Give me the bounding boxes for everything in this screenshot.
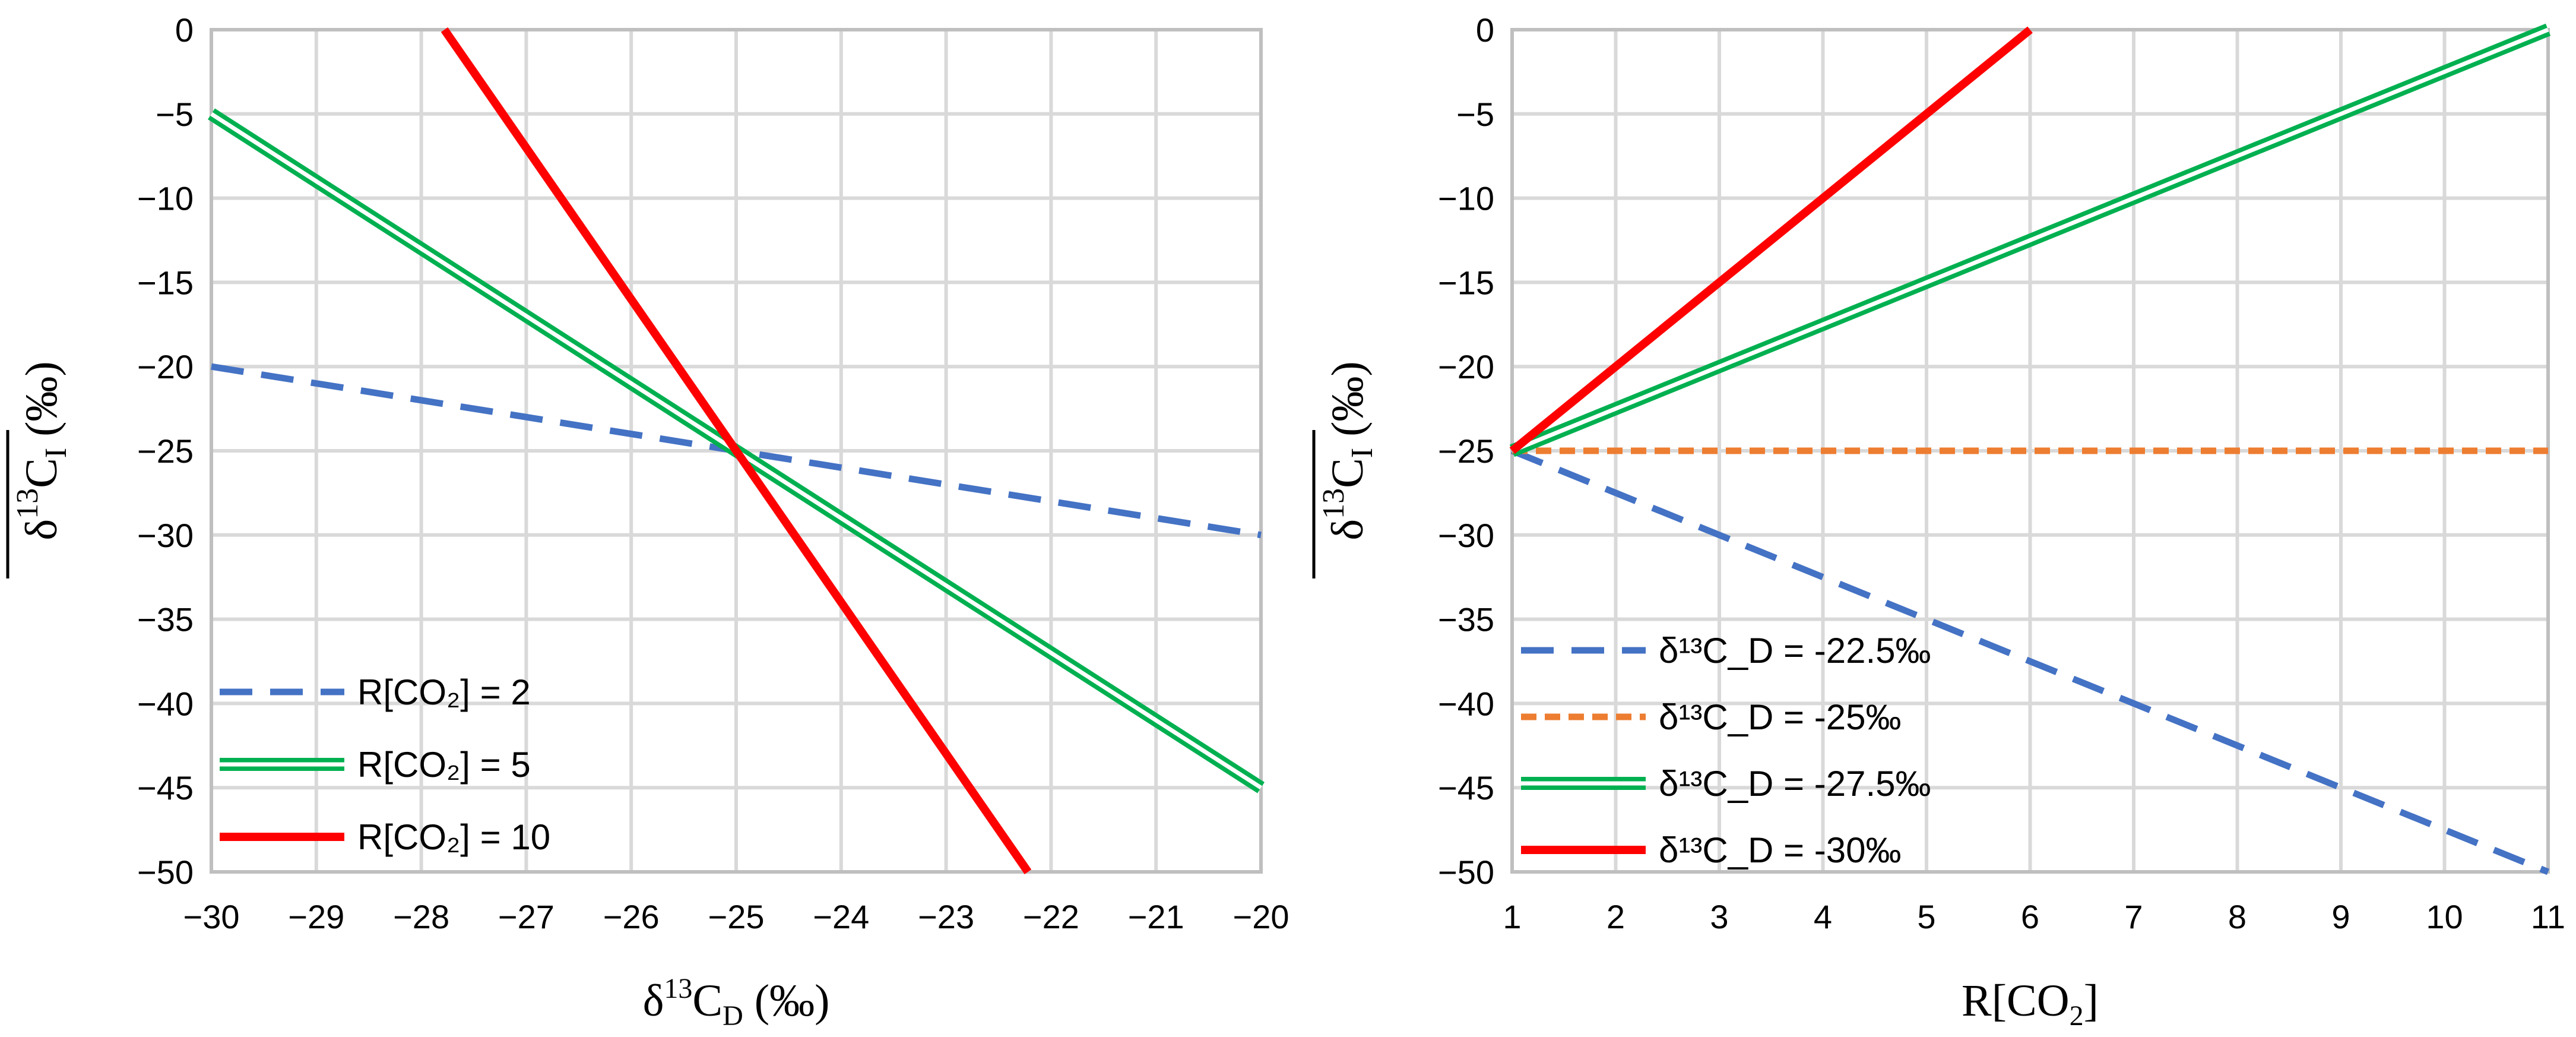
y-tick-label: −20 xyxy=(1438,348,1494,385)
y-tick-label: 0 xyxy=(1476,11,1494,49)
y-tick-label: −15 xyxy=(1438,264,1494,301)
x-tick-label: −20 xyxy=(1233,898,1289,935)
x-axis-title: R[CO2] xyxy=(1962,976,2099,1032)
x-tick-label: 11 xyxy=(2531,898,2565,935)
y-tick-label: 0 xyxy=(175,11,194,49)
series-line xyxy=(1510,447,2550,875)
y-tick-label: −50 xyxy=(137,853,194,891)
x-tick-label: 6 xyxy=(2021,898,2039,935)
legend-label: R[CO₂] = 2 xyxy=(357,672,531,712)
x-tick-label: 4 xyxy=(1814,898,1832,935)
y-tick-label: −5 xyxy=(1456,96,1494,133)
chart-panel-1: −30 −29 −28 −27 −26 −25 −24 −23 −22 −21 −20 0 −5 −10 −… xyxy=(6,11,1289,1032)
series-line-inner xyxy=(1511,27,2549,453)
legend-label: δ¹³C_D = -25‰ xyxy=(1659,697,1902,737)
x-tick-label: −28 xyxy=(393,898,449,935)
x-tick-label: −30 xyxy=(183,898,240,935)
series-line xyxy=(1509,26,2033,454)
x-tick-label: 3 xyxy=(1710,898,1728,935)
x-tick-label: −25 xyxy=(708,898,765,935)
y-axis-title-text: δ13CI (‰) xyxy=(11,361,73,540)
x-tick-label: 8 xyxy=(2228,898,2247,935)
y-tick-label: −20 xyxy=(137,348,194,385)
x-tick-label: 5 xyxy=(1917,898,1935,935)
y-tick-label: −10 xyxy=(1438,180,1494,217)
legend: δ¹³C_D = -22.5‰ δ¹³C_D = -25‰ δ¹³C_D = -27… xyxy=(1521,631,1931,870)
x-tick-label: −29 xyxy=(288,898,344,935)
x-tick-label: −21 xyxy=(1128,898,1184,935)
legend: R[CO₂] = 2 R[CO₂] = 5 R[CO₂] = 10 xyxy=(220,672,550,857)
y-axis-title-text: δ13CI (‰) xyxy=(1317,361,1379,540)
y-tick-label: −15 xyxy=(137,264,194,301)
y-tick-label: −5 xyxy=(156,96,194,133)
series-line xyxy=(441,27,1032,874)
y-axis-title: δ13CI (‰) xyxy=(6,361,73,578)
legend-label: R[CO₂] = 10 xyxy=(357,817,550,857)
y-tick-label: −25 xyxy=(1438,432,1494,470)
x-tick-label: −23 xyxy=(918,898,974,935)
y-tick-label: −40 xyxy=(1438,685,1494,722)
y-tick-label: −45 xyxy=(137,769,194,807)
legend-label: R[CO₂] = 5 xyxy=(357,745,531,785)
x-tick-label: −22 xyxy=(1023,898,1079,935)
x-tick-label: 2 xyxy=(1607,898,1625,935)
x-tick-label: −26 xyxy=(603,898,660,935)
plot-frame xyxy=(210,28,1263,874)
y-tick-label: −50 xyxy=(1438,853,1494,891)
x-tick-label: −24 xyxy=(813,898,869,935)
chart-panel-2: 1 2 3 4 5 6 7 8 9 10 11 0 −5 −10 −15 −20 −25 −30 −35 −40 −45… xyxy=(1312,11,2565,1032)
y-tick-label: −35 xyxy=(1438,601,1494,638)
y-tick-label: −40 xyxy=(137,685,194,722)
y-axis-title: δ13CI (‰) xyxy=(1312,361,1379,578)
x-tick-label: 1 xyxy=(1503,898,1521,935)
x-tick-label: 10 xyxy=(2426,898,2463,935)
y-tick-label: −30 xyxy=(1438,517,1494,554)
legend-label: δ¹³C_D = -27.5‰ xyxy=(1659,764,1931,804)
x-axis-title: δ13CD (‰) xyxy=(643,973,830,1032)
y-tick-label: −35 xyxy=(137,601,194,638)
y-tick-label: −45 xyxy=(1438,769,1494,807)
x-tick-label: 9 xyxy=(2331,898,2350,935)
y-tick-label: −30 xyxy=(137,517,194,554)
x-tick-label: −27 xyxy=(498,898,555,935)
x-tick-label: 7 xyxy=(2124,898,2143,935)
legend-label: δ¹³C_D = -30‰ xyxy=(1659,830,1902,870)
legend-label: δ¹³C_D = -22.5‰ xyxy=(1659,631,1931,671)
y-tick-label: −10 xyxy=(137,180,194,217)
y-tick-label: −25 xyxy=(137,432,194,470)
